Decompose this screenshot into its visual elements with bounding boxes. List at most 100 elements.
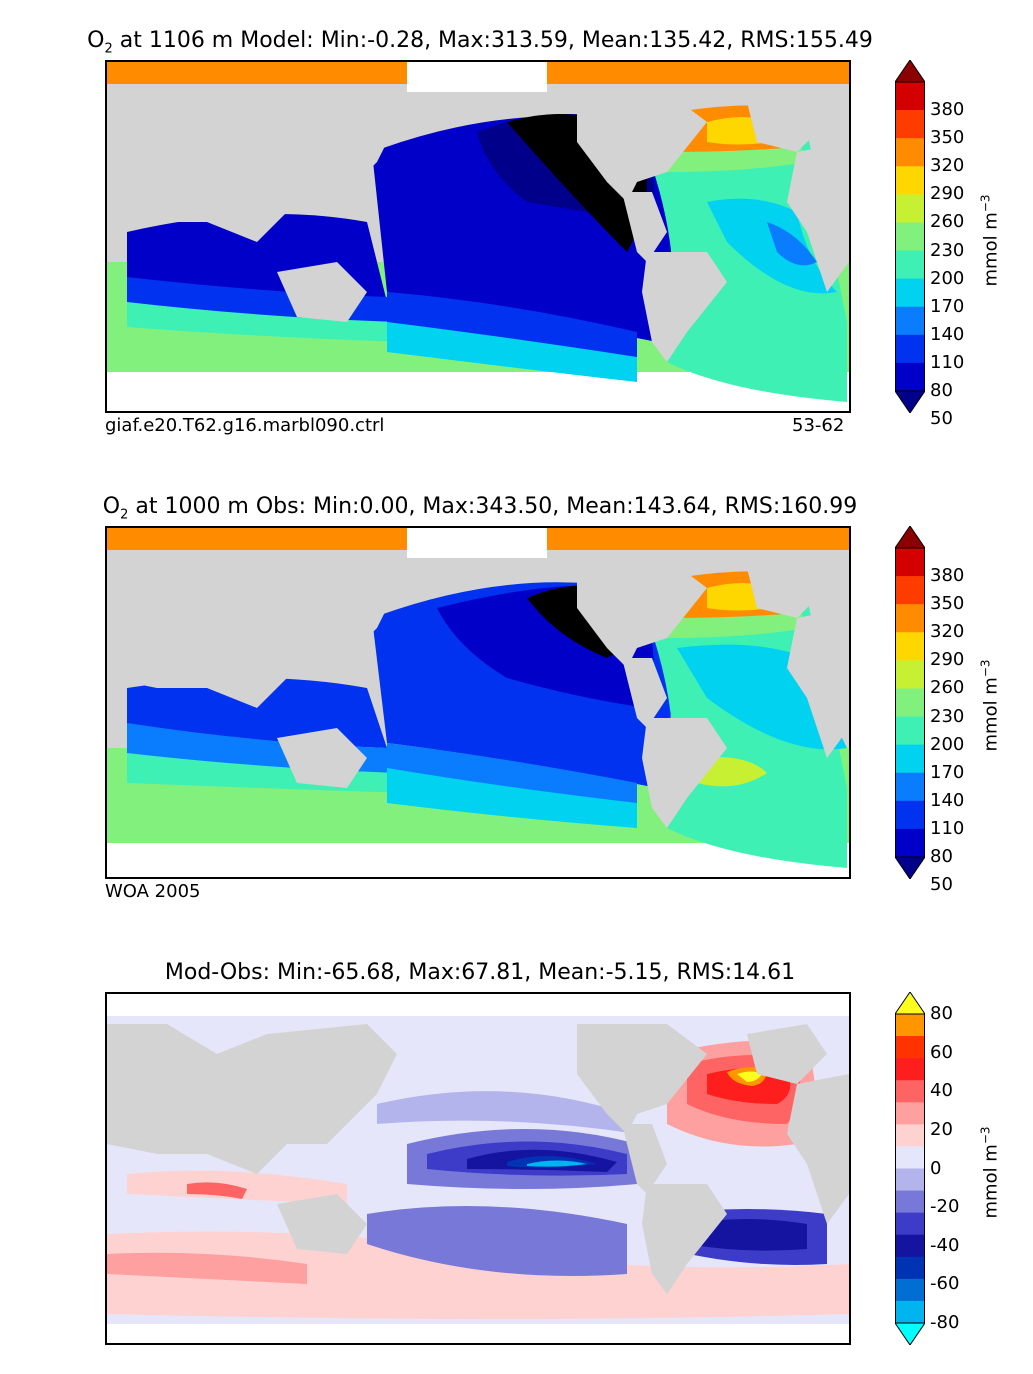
colorbar-swatch [895,1256,925,1280]
colorbar-swatch [895,82,925,111]
colorbar-tick-label: 50 [930,408,953,430]
panel3-map-field [107,994,849,1343]
colorbar-tick-label: 40 [930,1080,953,1102]
panel3-title: Mod-Obs: Min:-65.68, Max:67.81, Mean:-5.… [30,960,930,985]
colorbar-extend-top [894,991,926,1015]
colorbar-outline [895,1013,925,1324]
panel2-map-field [107,528,849,877]
panel1-colorbar [894,59,926,414]
panel1-title-sub: 2 [104,41,113,57]
colorbar-swatch [895,110,925,139]
panel3-unit-text: mmol m [980,1144,1002,1219]
panel1-title: O2 at 1106 m Model: Min:-0.28, Max:313.5… [30,28,930,56]
colorbar-swatch [895,1036,925,1059]
colorbar-tick-label: 140 [930,789,965,811]
panel2-colorbar [894,525,926,880]
panel1-caption-right: 53-62 [792,415,845,436]
panel2-colorbar-unit: mmol m−3 [978,652,1002,752]
colorbar-tick-label: 350 [930,593,965,615]
colorbar-tick-label: 110 [930,351,965,373]
panel1-caption-left: giaf.e20.T62.g16.marbl090.ctrl [105,415,385,436]
colorbar-swatch [895,250,925,280]
colorbar-extend-top [894,525,926,549]
panel3-colorbar [894,991,926,1346]
colorbar-tick-label: 170 [930,761,965,783]
colorbar-swatch [895,1058,925,1081]
colorbar-swatch [895,576,925,605]
panel1-colorbar-unit: mmol m−3 [979,187,1002,286]
colorbar-swatch [895,604,925,633]
colorbar-tick-label: 0 [930,1157,942,1179]
colorbar-swatch [895,334,925,364]
colorbar-tick-label: 260 [930,211,965,233]
colorbar-swatch [895,306,925,336]
colorbar-tick-label: 320 [930,155,965,177]
colorbar-tick-label: 260 [930,677,965,699]
colorbar-swatch [895,362,925,392]
colorbar-tick-label: -80 [930,1312,960,1333]
colorbar-swatch [895,716,925,746]
panel3-title-text: Mod-Obs: Min:-65.68, Max:67.81, Mean:-5.… [164,960,796,985]
colorbar-tick-label: 170 [930,295,965,317]
colorbar-tick-label: -60 [930,1273,960,1295]
colorbar-tick-label: 110 [930,817,965,839]
colorbar-swatch [895,828,925,858]
panel1-map-field [107,62,849,411]
colorbar-tick-label: 140 [930,323,965,345]
colorbar-outline [895,547,925,858]
colorbar-swatch [895,772,925,802]
panel3-colorbar-swatches [894,991,926,1346]
colorbar-tick-label: 290 [930,183,965,205]
colorbar-tick-label: 200 [930,267,965,289]
colorbar-swatch [895,1234,925,1258]
panel3-colorbar-unit: mmol m−3 [978,1119,1002,1219]
colorbar-swatch [895,548,925,577]
panel1-title-species: O [87,28,105,53]
panel2-unit-exp: −3 [978,659,993,678]
colorbar-swatch [895,744,925,774]
colorbar-tick-label: 380 [930,565,965,587]
colorbar-tick-label: 290 [930,649,965,671]
colorbar-tick-label: 60 [930,1041,953,1063]
colorbar-tick-label: 80 [930,380,953,401]
colorbar-extend-bottom [894,390,926,414]
colorbar-extend-bottom [894,856,926,880]
panel2-colorbar-swatches [894,525,926,880]
colorbar-extend-bottom [894,1322,926,1346]
panel2-title: O2 at 1000 m Obs: Min:0.00, Max:343.50, … [30,494,930,522]
colorbar-swatch [895,1080,925,1103]
panel3-unit-exp: −3 [978,1126,993,1145]
colorbar-swatch [895,194,925,223]
panel2-unit-text: mmol m [980,677,1002,752]
colorbar-swatch [895,278,925,308]
colorbar-swatch [895,660,925,689]
panel1-title-text: at 1106 m Model: Min:-0.28, Max:313.59, … [112,28,873,53]
colorbar-swatch [895,632,925,661]
colorbar-tick-label: -20 [930,1196,960,1218]
colorbar-tick-label: 380 [930,99,965,121]
colorbar-swatch [895,1102,925,1125]
colorbar-swatch [895,166,925,195]
panel2-title-text: at 1000 m Obs: Min:0.00, Max:343.50, Mea… [128,494,858,519]
colorbar-tick-label: 320 [930,621,965,643]
colorbar-tick-label: 350 [930,127,965,149]
panel1-map[interactable] [105,60,851,413]
colorbar-tick-label: 20 [930,1118,953,1140]
colorbar-tick-label: 80 [930,1003,953,1024]
colorbar-swatch [895,1124,925,1147]
panel3-map[interactable] [105,992,851,1345]
panel2-map[interactable] [105,526,851,879]
colorbar-swatch [895,1014,925,1037]
panel2-caption-left: WOA 2005 [105,881,201,902]
colorbar-swatch [895,222,925,252]
colorbar-outline [895,81,925,392]
colorbar-swatch [895,688,925,718]
panel1-colorbar-swatches [894,59,926,414]
panel2-title-species: O [102,494,121,519]
colorbar-tick-label: 230 [930,239,965,261]
colorbar-swatch [895,1190,925,1214]
colorbar-swatch [895,1212,925,1236]
colorbar-tick-label: 230 [930,705,965,727]
colorbar-swatch [895,1278,925,1302]
colorbar-swatch [895,138,925,167]
